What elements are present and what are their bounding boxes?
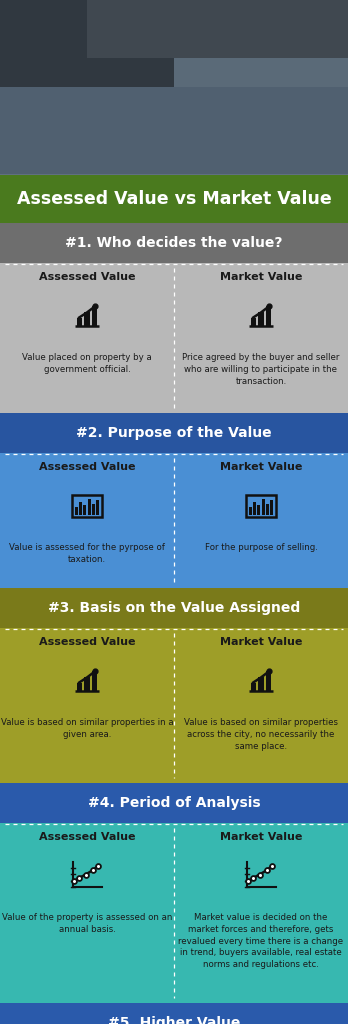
Bar [85,678,89,690]
Text: Market Value: Market Value [220,831,302,842]
Bar [0,0,348,175]
Text: Value is based on similar properties in a
given area.: Value is based on similar properties in … [1,718,173,738]
Bar [251,317,256,326]
Bar [0,223,348,263]
Text: Value of the property is assessed on an
annual basis.: Value of the property is assessed on an … [2,913,172,934]
Bar [92,306,97,326]
Bar [72,495,102,517]
Text: Price agreed by the buyer and seller
who are willing to participate in the
trans: Price agreed by the buyer and seller who… [182,353,340,386]
Bar [88,499,91,515]
Bar [0,453,348,588]
Bar [0,783,348,823]
Text: #1. Who decides the value?: #1. Who decides the value? [65,236,283,250]
Bar [0,87,348,174]
Bar [257,506,260,515]
Bar [77,683,82,690]
Bar [0,823,348,1002]
Text: Value is based on similar properties
across the city, no necessarily the
same pl: Value is based on similar properties acr… [184,718,338,751]
Bar [0,628,348,783]
Bar [92,504,95,515]
Bar [92,672,97,690]
Text: Market Value: Market Value [220,637,302,647]
Text: For the purpose of selling.: For the purpose of selling. [205,543,317,552]
Bar [266,672,271,690]
Bar [253,502,256,515]
Text: Assessed Value: Assessed Value [39,831,135,842]
Text: Value is assessed for the pyrpose of
taxation.: Value is assessed for the pyrpose of tax… [9,543,165,564]
Bar [0,0,174,87]
Bar [249,507,252,515]
Bar [83,506,86,515]
Bar [266,504,269,515]
Bar [270,501,273,515]
Bar [259,678,263,690]
Bar [79,502,82,515]
Bar [87,0,348,58]
Bar [0,1002,348,1024]
Bar [0,413,348,453]
Bar [85,312,89,326]
Bar [262,499,265,515]
Bar [0,588,348,628]
Text: Market Value: Market Value [220,462,302,472]
Bar [259,312,263,326]
Bar [251,683,256,690]
Text: Assessed Value: Assessed Value [39,272,135,282]
Text: Market value is decided on the
market forces and therefore, gets
revalued every : Market value is decided on the market fo… [179,913,343,969]
Text: Market Value: Market Value [220,272,302,282]
Bar [266,306,271,326]
Text: Assessed Value: Assessed Value [39,637,135,647]
Text: #4. Period of Analysis: #4. Period of Analysis [88,796,260,810]
Bar [75,507,78,515]
Text: Value placed on property by a
government official.: Value placed on property by a government… [22,353,152,374]
Bar [246,495,276,517]
Text: #3. Basis on the Value Assigned: #3. Basis on the Value Assigned [48,601,300,615]
Text: Assessed Value vs Market Value: Assessed Value vs Market Value [17,190,331,208]
Bar [0,0,348,87]
Bar [0,175,348,223]
Bar [0,263,348,413]
Bar [0,58,348,174]
Bar [77,317,82,326]
Text: #2. Purpose of the Value: #2. Purpose of the Value [76,426,272,440]
Bar [96,501,99,515]
Text: #5. Higher Value: #5. Higher Value [108,1016,240,1024]
Text: Assessed Value: Assessed Value [39,462,135,472]
